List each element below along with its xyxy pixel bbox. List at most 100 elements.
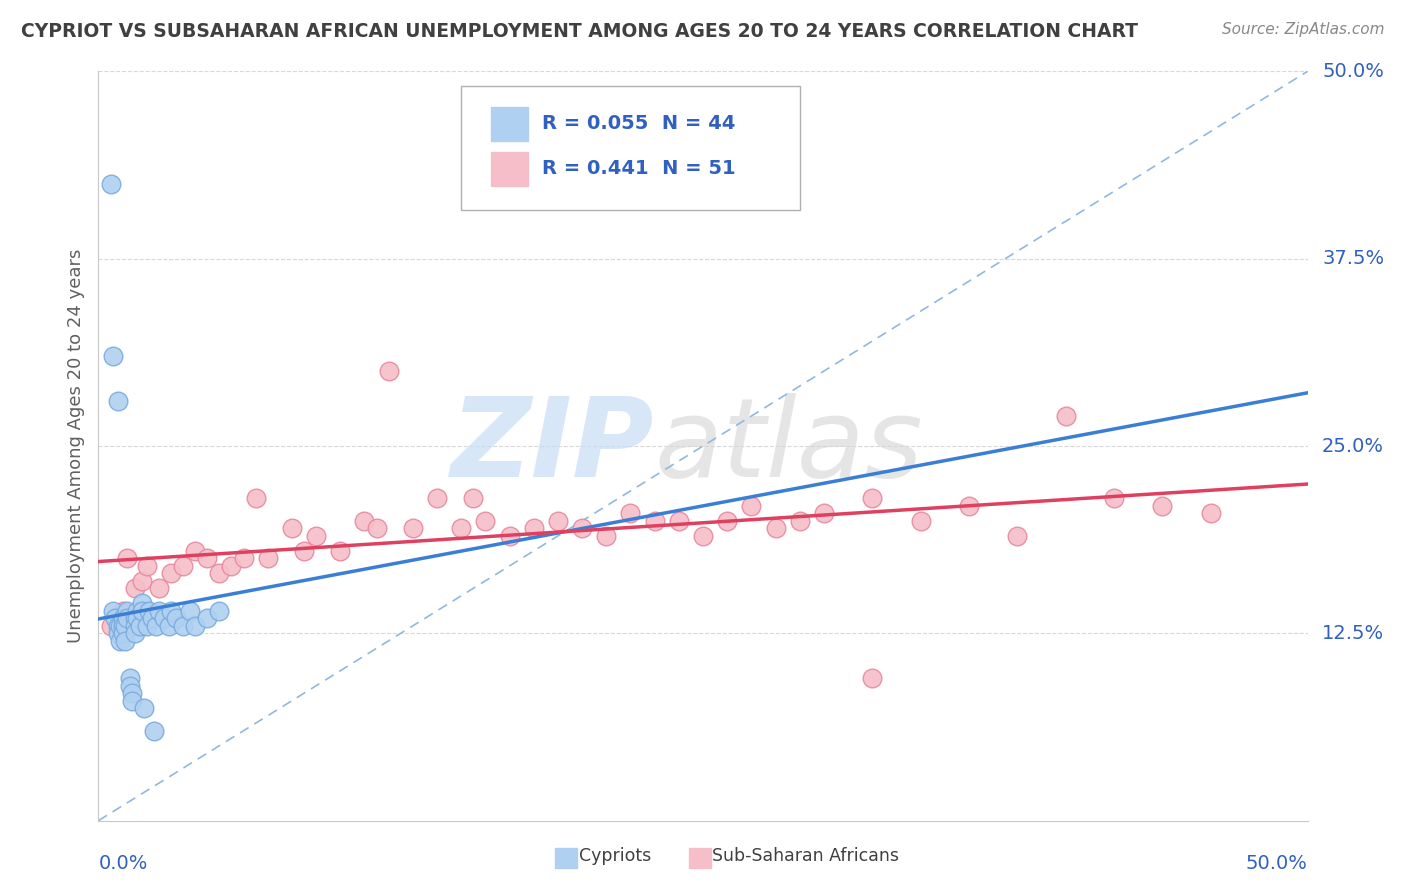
Point bbox=[114, 633, 136, 648]
Point bbox=[117, 604, 139, 618]
Point bbox=[111, 619, 134, 633]
Point bbox=[232, 551, 254, 566]
Point bbox=[668, 514, 690, 528]
Point bbox=[1152, 499, 1174, 513]
Point bbox=[127, 604, 149, 618]
Point bbox=[353, 514, 375, 528]
Point bbox=[135, 558, 157, 573]
Point bbox=[101, 349, 124, 363]
Point bbox=[595, 529, 617, 543]
Text: 12.5%: 12.5% bbox=[1322, 624, 1385, 643]
Point bbox=[101, 604, 124, 618]
FancyBboxPatch shape bbox=[461, 87, 800, 210]
Point bbox=[172, 619, 194, 633]
Point bbox=[179, 604, 201, 618]
Point bbox=[305, 529, 328, 543]
Point bbox=[281, 521, 304, 535]
Point bbox=[145, 619, 167, 633]
Point bbox=[329, 544, 352, 558]
Point bbox=[124, 619, 146, 633]
Point bbox=[111, 604, 134, 618]
Point bbox=[124, 611, 146, 625]
Point bbox=[107, 394, 129, 409]
Point bbox=[184, 619, 207, 633]
Point bbox=[860, 491, 883, 506]
Text: R = 0.441  N = 51: R = 0.441 N = 51 bbox=[543, 160, 735, 178]
Point bbox=[131, 596, 153, 610]
Point bbox=[208, 604, 231, 618]
Point bbox=[366, 521, 388, 535]
Point bbox=[121, 686, 143, 700]
Y-axis label: Unemployment Among Ages 20 to 24 years: Unemployment Among Ages 20 to 24 years bbox=[66, 249, 84, 643]
Point bbox=[1007, 529, 1029, 543]
Point bbox=[117, 611, 139, 625]
Point bbox=[619, 507, 641, 521]
Point bbox=[138, 604, 160, 618]
Point bbox=[910, 514, 932, 528]
Point bbox=[124, 582, 146, 596]
Point bbox=[426, 491, 449, 506]
Point bbox=[692, 529, 714, 543]
Text: 50.0%: 50.0% bbox=[1322, 62, 1384, 81]
Point bbox=[135, 619, 157, 633]
Point bbox=[1102, 491, 1125, 506]
Point bbox=[195, 611, 218, 625]
Point bbox=[474, 514, 496, 528]
Point bbox=[571, 521, 593, 535]
Point bbox=[172, 558, 194, 573]
Point bbox=[141, 611, 163, 625]
Bar bbox=[492, 152, 527, 186]
Point bbox=[152, 611, 174, 625]
Point bbox=[765, 521, 787, 535]
Text: ZIP: ZIP bbox=[451, 392, 655, 500]
Point bbox=[117, 551, 139, 566]
Point bbox=[195, 551, 218, 566]
Point bbox=[124, 626, 146, 640]
Point bbox=[157, 619, 180, 633]
Text: Source: ZipAtlas.com: Source: ZipAtlas.com bbox=[1222, 22, 1385, 37]
Point bbox=[127, 611, 149, 625]
Point bbox=[131, 574, 153, 588]
Point bbox=[148, 604, 170, 618]
Point bbox=[813, 507, 835, 521]
Point bbox=[165, 611, 187, 625]
Text: 0.0%: 0.0% bbox=[98, 855, 148, 873]
Point bbox=[111, 611, 134, 625]
Point bbox=[100, 619, 122, 633]
Point bbox=[114, 619, 136, 633]
Point bbox=[245, 491, 267, 506]
Bar bbox=[492, 107, 527, 141]
Text: Sub-Saharan Africans: Sub-Saharan Africans bbox=[711, 847, 900, 865]
Text: CYPRIOT VS SUBSAHARAN AFRICAN UNEMPLOYMENT AMONG AGES 20 TO 24 YEARS CORRELATION: CYPRIOT VS SUBSAHARAN AFRICAN UNEMPLOYME… bbox=[21, 22, 1137, 41]
Point bbox=[121, 694, 143, 708]
Text: 25.0%: 25.0% bbox=[1322, 436, 1384, 456]
Point bbox=[134, 701, 156, 715]
Point bbox=[1054, 409, 1077, 423]
Point bbox=[716, 514, 738, 528]
Point bbox=[148, 582, 170, 596]
Point bbox=[1199, 507, 1222, 521]
Point bbox=[160, 604, 183, 618]
Text: Cypriots: Cypriots bbox=[579, 847, 651, 865]
Point bbox=[118, 671, 141, 685]
Point bbox=[108, 619, 131, 633]
Point bbox=[860, 671, 883, 685]
Point bbox=[143, 723, 166, 738]
Point bbox=[208, 566, 231, 581]
Point bbox=[547, 514, 569, 528]
Point bbox=[789, 514, 811, 528]
Point bbox=[644, 514, 666, 528]
Point bbox=[104, 611, 127, 625]
Text: 37.5%: 37.5% bbox=[1322, 249, 1385, 268]
Point bbox=[450, 521, 472, 535]
Point bbox=[498, 529, 520, 543]
Text: R = 0.055  N = 44: R = 0.055 N = 44 bbox=[543, 114, 735, 133]
Point bbox=[107, 626, 129, 640]
Point bbox=[740, 499, 762, 513]
Point bbox=[463, 491, 485, 506]
Point bbox=[292, 544, 315, 558]
Point bbox=[128, 619, 150, 633]
Point bbox=[402, 521, 425, 535]
Point bbox=[131, 604, 153, 618]
Point bbox=[221, 558, 243, 573]
